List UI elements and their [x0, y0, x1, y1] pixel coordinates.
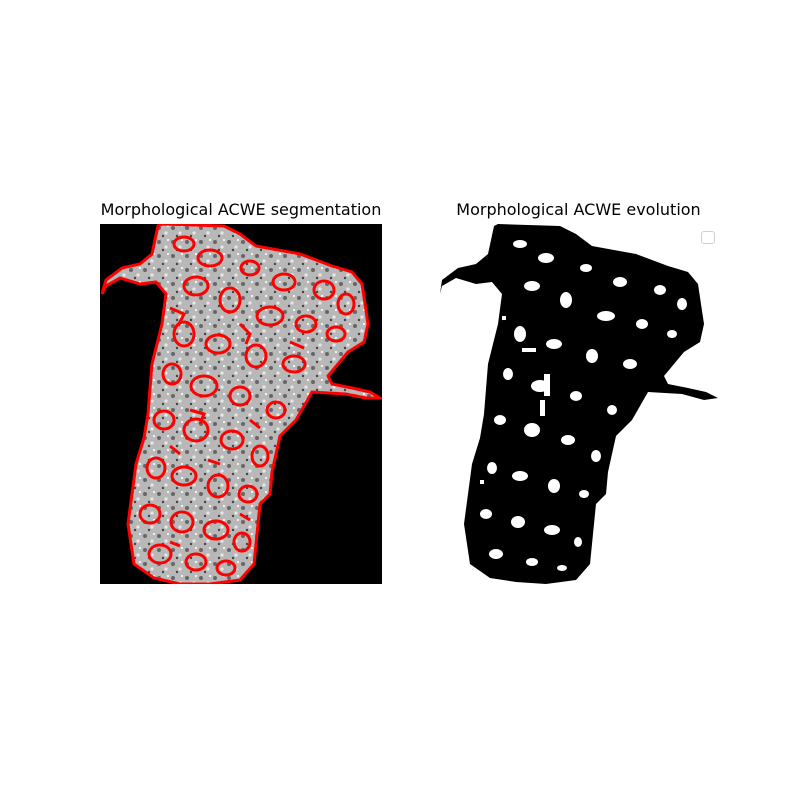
evolution-image: [436, 224, 721, 584]
contour-outlines: [100, 222, 386, 586]
evolution-svg: [440, 224, 718, 584]
left-panel-title: Morphological ACWE segmentation: [100, 200, 382, 219]
segmentation-svg: [100, 222, 386, 586]
mask-region: [440, 224, 718, 584]
segmentation-image: [100, 222, 386, 586]
empty-legend: [701, 231, 715, 244]
mask-holes: [480, 240, 687, 571]
right-panel-title: Morphological ACWE evolution: [456, 200, 701, 219]
